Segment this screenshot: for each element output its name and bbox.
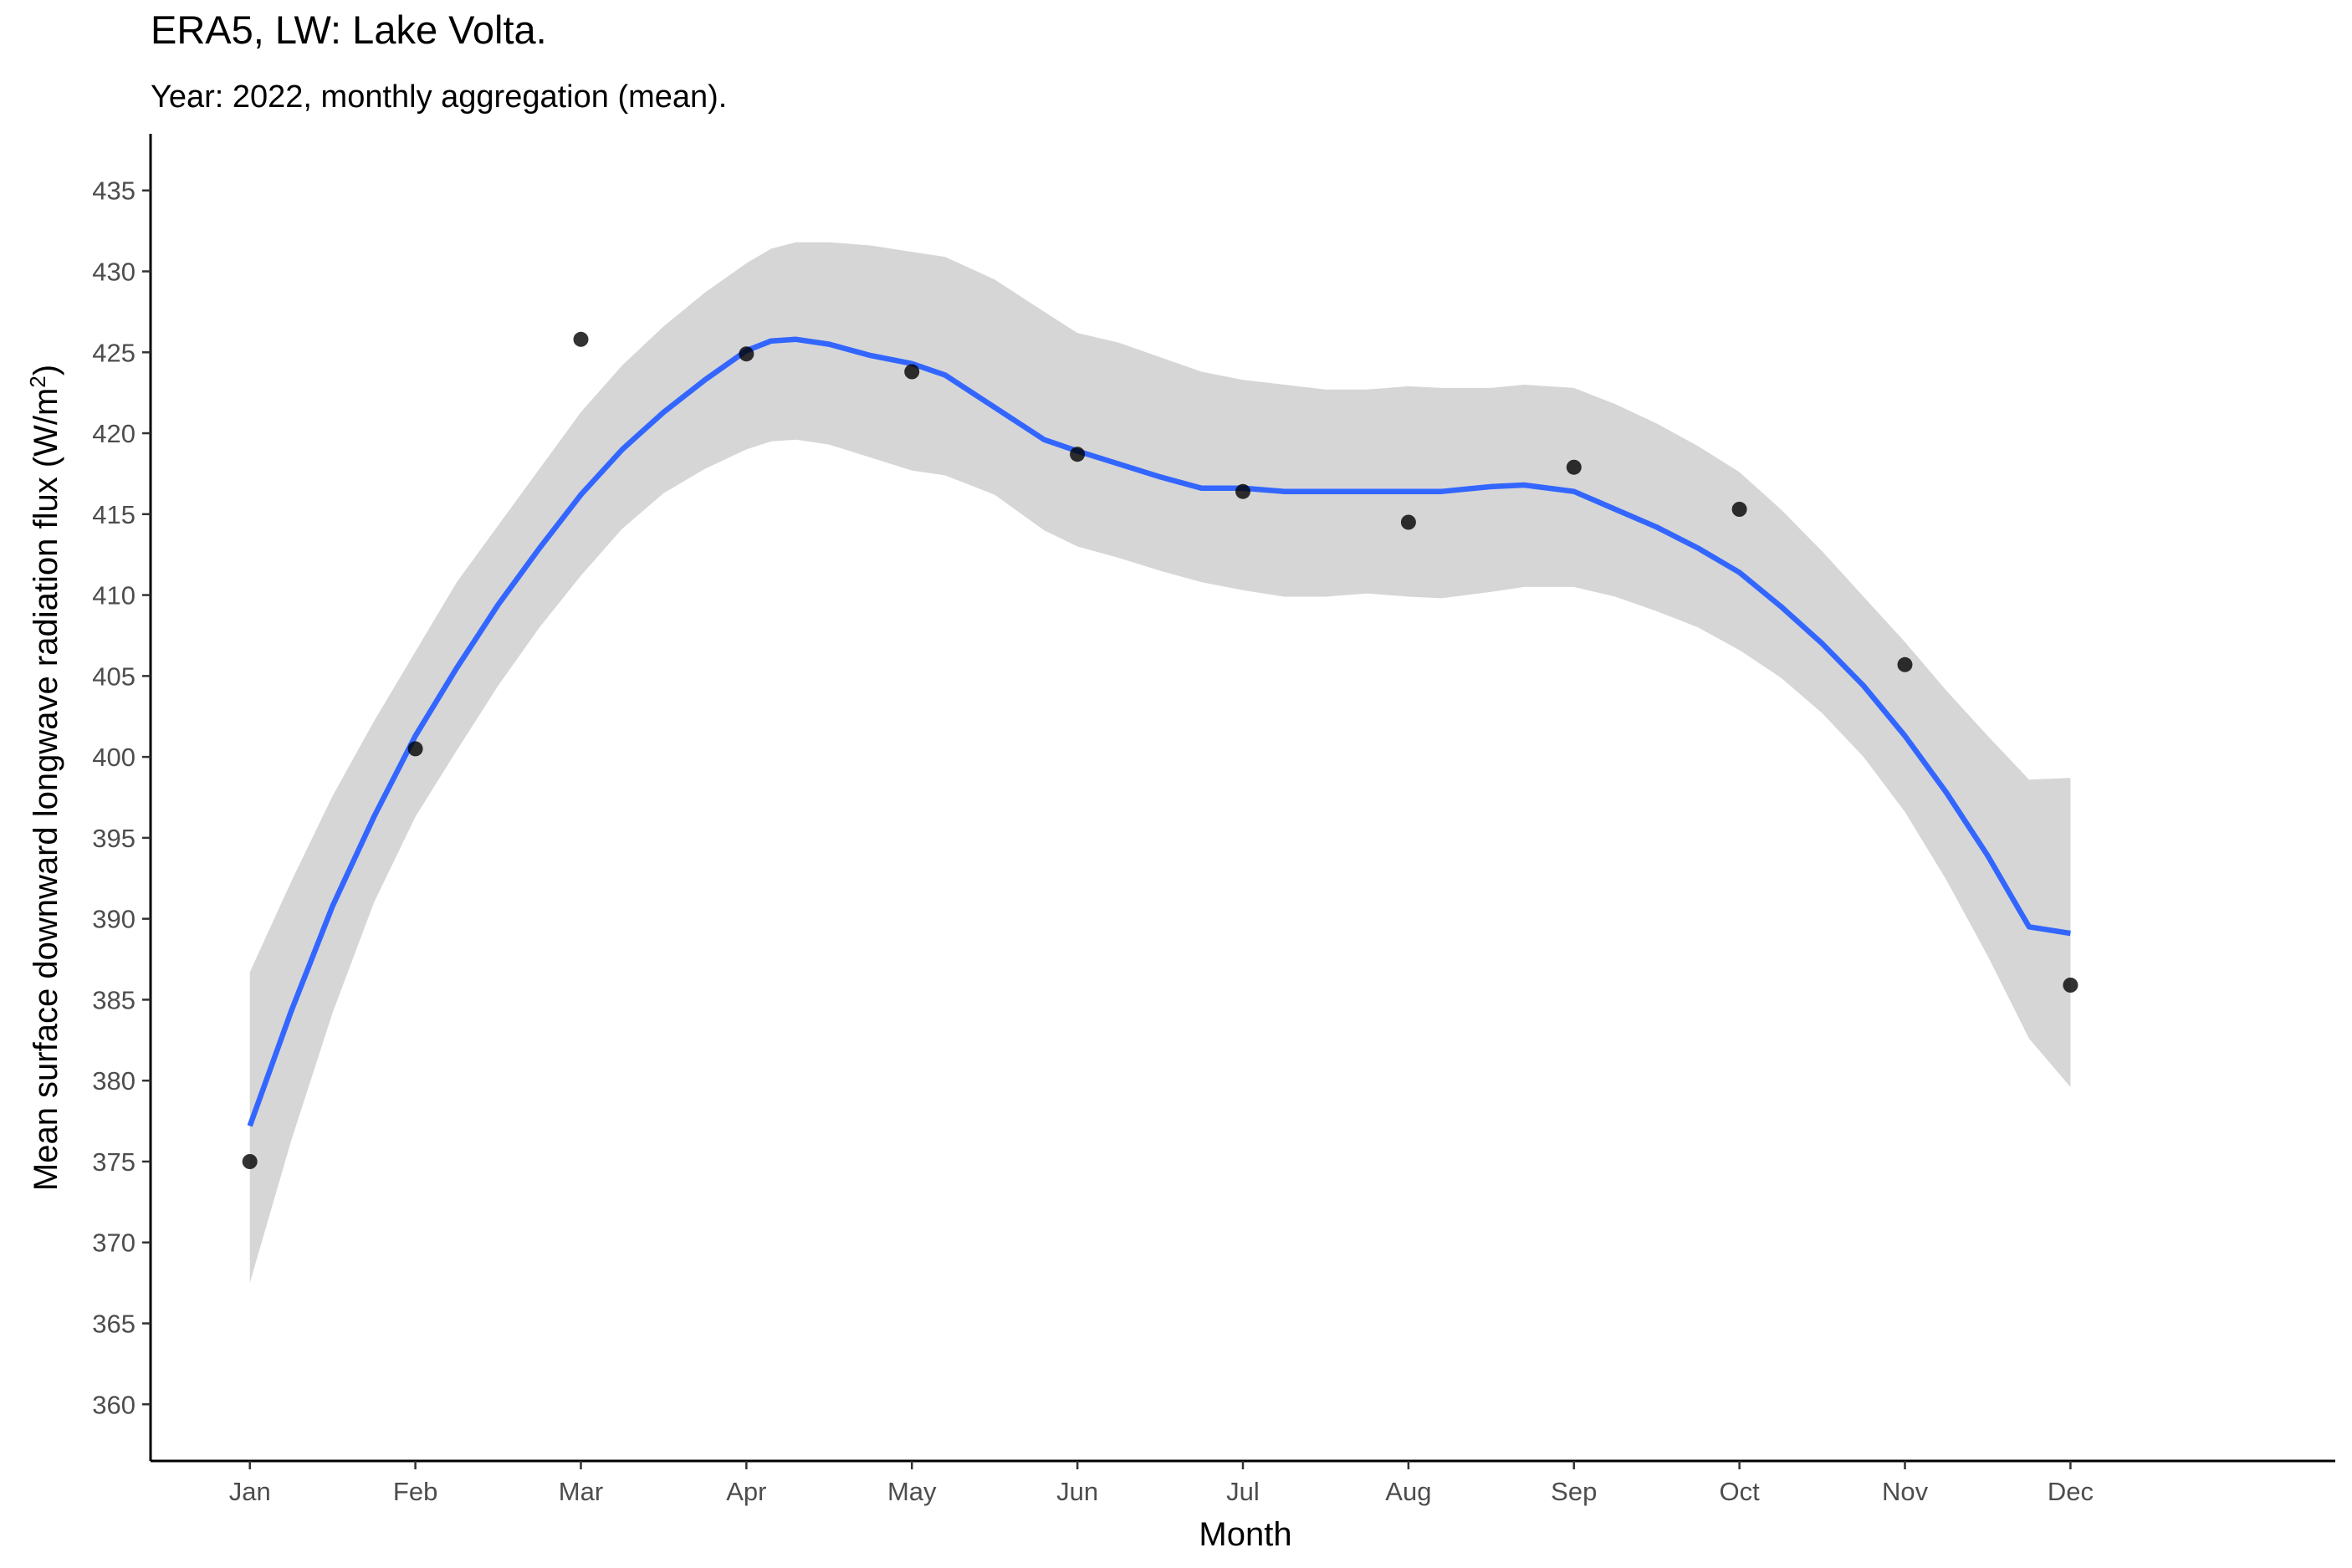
data-point-jul xyxy=(1235,483,1250,499)
x-tick-label-mar: Mar xyxy=(559,1477,603,1506)
data-point-sep xyxy=(1566,459,1582,475)
y-axis-title-text: Mean surface downward longwave radiation… xyxy=(28,388,64,1191)
data-point-apr xyxy=(739,346,754,362)
y-tick-label: 395 xyxy=(92,824,135,853)
data-point-dec xyxy=(2063,978,2078,993)
data-point-aug xyxy=(1400,514,1416,530)
plot-area xyxy=(242,242,2078,1284)
chart-subtitle: Year: 2022, monthly aggregation (mean). xyxy=(151,79,727,115)
x-tick-label-jul: Jul xyxy=(1226,1477,1260,1506)
y-tick-label: 415 xyxy=(92,500,135,529)
y-tick-label: 365 xyxy=(92,1309,135,1338)
x-tick-label-dec: Dec xyxy=(2048,1477,2094,1506)
y-tick-label: 390 xyxy=(92,905,135,934)
y-tick-label: 435 xyxy=(92,176,135,206)
data-point-jun xyxy=(1070,447,1086,462)
y-axis-title: Mean surface downward longwave radiation… xyxy=(25,365,64,1191)
y-tick-label: 430 xyxy=(92,258,135,287)
y-tick-label: 370 xyxy=(92,1228,135,1258)
y-axis: 360 365 370 375 380 385 390 395 400 405 410 415 420 4… xyxy=(92,134,152,1461)
x-tick-label-sep: Sep xyxy=(1551,1477,1597,1506)
x-tick-label-may: May xyxy=(887,1477,937,1506)
x-axis-title: Month xyxy=(1199,1516,1291,1553)
y-tick-label: 380 xyxy=(92,1066,135,1096)
chart-title: ERA5, LW: Lake Volta. xyxy=(151,8,547,52)
x-tick-label-feb: Feb xyxy=(393,1477,437,1506)
x-tick-label-aug: Aug xyxy=(1385,1477,1431,1506)
data-point-mar xyxy=(573,331,589,347)
y-tick-label: 420 xyxy=(92,419,135,448)
y-tick-label: 375 xyxy=(92,1147,135,1177)
y-axis-title-close: ) xyxy=(28,365,64,375)
smooth-trend-line xyxy=(247,336,2071,1127)
x-tick-label-jun: Jun xyxy=(1056,1477,1098,1506)
x-tick-label-apr: Apr xyxy=(726,1477,766,1506)
y-tick-label: 360 xyxy=(92,1390,135,1419)
data-point-feb xyxy=(407,741,423,757)
data-point-may xyxy=(904,364,920,380)
confidence-ribbon xyxy=(249,242,2071,1284)
data-point-oct xyxy=(1731,502,1747,517)
x-axis: Jan Feb Mar Apr May Jun Jul Aug Sep Oct Nov Dec xyxy=(151,1459,2335,1506)
y-tick-label: 385 xyxy=(92,985,135,1014)
y-tick-label: 410 xyxy=(92,581,135,610)
y-tick-label: 405 xyxy=(92,661,135,691)
y-axis-title-superscript: 2 xyxy=(25,375,50,387)
x-tick-label-jan: Jan xyxy=(229,1477,271,1506)
data-point-nov xyxy=(1897,656,1913,672)
data-point-jan xyxy=(242,1154,258,1169)
x-tick-label-nov: Nov xyxy=(1882,1477,1929,1506)
y-tick-label: 425 xyxy=(92,338,135,367)
x-tick-label-oct: Oct xyxy=(1720,1477,1761,1506)
y-tick-label: 400 xyxy=(92,743,135,772)
